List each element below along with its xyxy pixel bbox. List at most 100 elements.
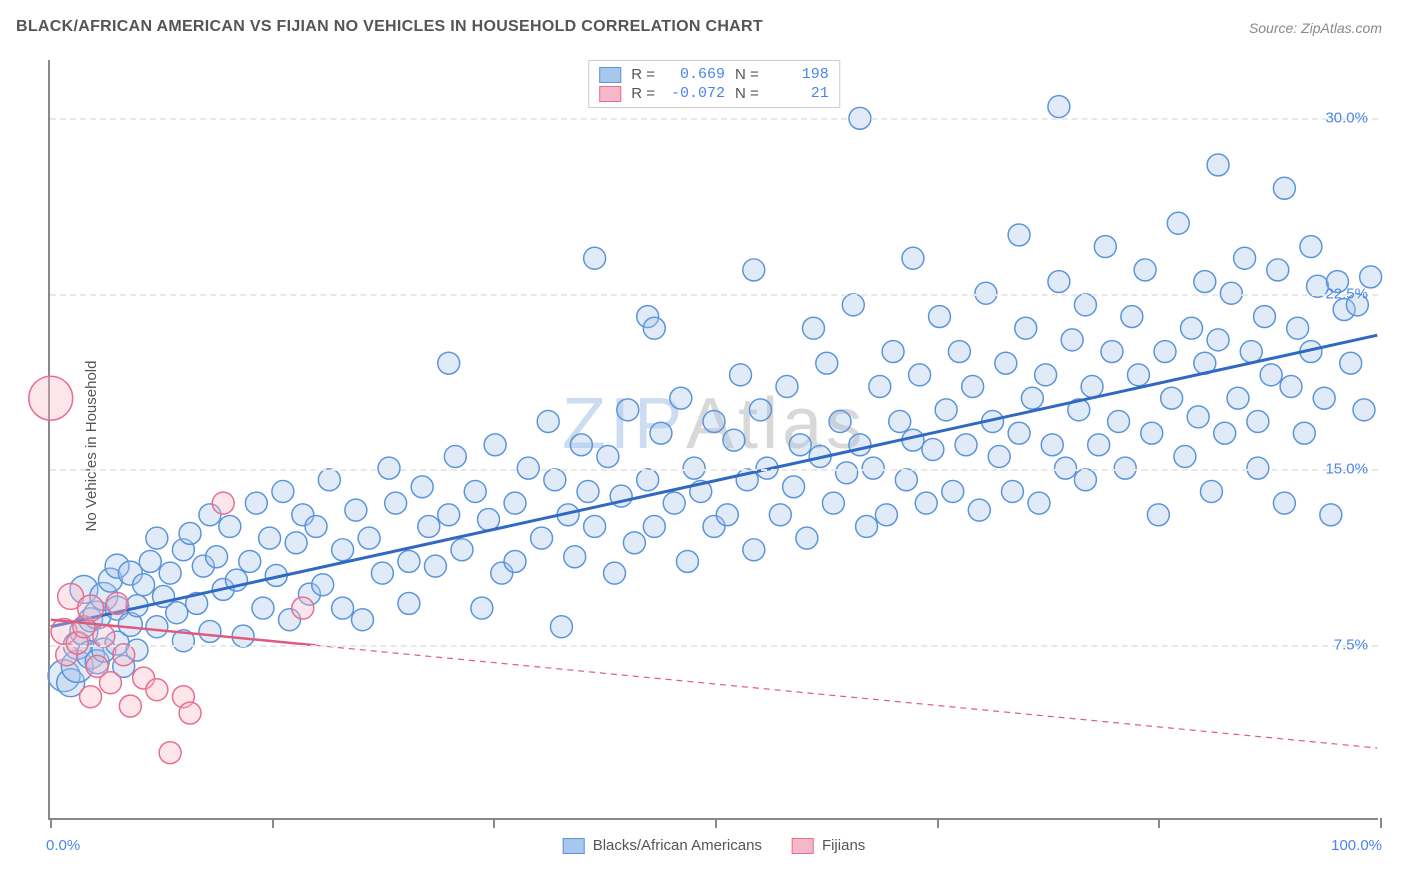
legend-item-blacks: Blacks/African Americans (563, 837, 762, 854)
scatter-point-blacks (988, 446, 1010, 468)
scatter-point-blacks (942, 481, 964, 503)
gridline-h (50, 118, 1378, 120)
scatter-point-blacks (285, 532, 307, 554)
scatter-point-blacks (769, 504, 791, 526)
scatter-point-blacks (504, 492, 526, 514)
scatter-point-blacks (1134, 259, 1156, 281)
stats-swatch-fijians (599, 86, 621, 102)
scatter-point-blacks (1207, 329, 1229, 351)
scatter-point-blacks (517, 457, 539, 479)
scatter-point-blacks (849, 434, 871, 456)
scatter-point-blacks (332, 597, 354, 619)
scatter-point-blacks (915, 492, 937, 514)
scatter-point-blacks (318, 469, 340, 491)
legend-swatch-blacks (563, 838, 585, 854)
scatter-point-blacks (1293, 422, 1315, 444)
scatter-point-blacks (133, 574, 155, 596)
scatter-point-blacks (478, 508, 500, 530)
scatter-point-blacks (345, 499, 367, 521)
scatter-point-blacks (166, 602, 188, 624)
x-tick (937, 818, 939, 828)
scatter-plot-area: ZIPAtlas R =0.669N =198R =-0.072N =21 0.… (48, 60, 1378, 820)
scatter-point-blacks (995, 352, 1017, 374)
scatter-point-blacks (1048, 96, 1070, 118)
scatter-point-blacks (438, 352, 460, 374)
x-tick (50, 818, 52, 828)
scatter-point-blacks (1227, 387, 1249, 409)
regression-line-blacks (51, 335, 1378, 627)
scatter-point-blacks (816, 352, 838, 374)
scatter-point-blacks (146, 616, 168, 638)
scatter-point-blacks (875, 504, 897, 526)
stats-row-fijians: R =-0.072N =21 (599, 84, 829, 103)
stats-r-value: 0.669 (665, 66, 725, 83)
scatter-point-blacks (1161, 387, 1183, 409)
scatter-point-fijians (29, 376, 73, 420)
scatter-point-blacks (803, 317, 825, 339)
scatter-point-blacks (1200, 481, 1222, 503)
scatter-point-blacks (1353, 399, 1375, 421)
scatter-point-blacks (902, 247, 924, 269)
scatter-point-blacks (623, 532, 645, 554)
scatter-point-blacks (1041, 434, 1063, 456)
legend-swatch-fijians (792, 838, 814, 854)
legend-label: Fijians (822, 837, 865, 854)
scatter-point-blacks (159, 562, 181, 584)
scatter-point-fijians (159, 742, 181, 764)
scatter-point-blacks (139, 550, 161, 572)
scatter-point-blacks (312, 574, 334, 596)
scatter-point-blacks (438, 504, 460, 526)
gridline-h (50, 294, 1378, 296)
legend-label: Blacks/African Americans (593, 837, 762, 854)
scatter-point-blacks (332, 539, 354, 561)
scatter-point-blacks (1088, 434, 1110, 456)
scatter-point-blacks (1021, 387, 1043, 409)
scatter-point-blacks (643, 317, 665, 339)
scatter-point-blacks (1074, 294, 1096, 316)
scatter-point-blacks (504, 550, 526, 572)
stats-n-value: 21 (769, 85, 829, 102)
scatter-point-blacks (743, 539, 765, 561)
scatter-point-blacks (1247, 457, 1269, 479)
x-axis-min-label: 0.0% (46, 837, 80, 854)
scatter-point-blacks (643, 515, 665, 537)
scatter-point-blacks (484, 434, 506, 456)
scatter-point-blacks (1108, 411, 1130, 433)
scatter-point-blacks (1061, 329, 1083, 351)
scatter-point-blacks (1094, 236, 1116, 258)
scatter-point-blacks (1174, 446, 1196, 468)
scatter-point-blacks (909, 364, 931, 386)
stats-n-label: N = (735, 85, 759, 102)
scatter-point-blacks (683, 457, 705, 479)
scatter-point-blacks (1015, 317, 1037, 339)
scatter-point-blacks (1300, 236, 1322, 258)
scatter-point-blacks (1267, 259, 1289, 281)
scatter-point-blacks (464, 481, 486, 503)
scatter-point-fijians (119, 695, 141, 717)
scatter-point-blacks (935, 399, 957, 421)
scatter-point-blacks (1028, 492, 1050, 514)
scatter-point-blacks (245, 492, 267, 514)
scatter-point-blacks (564, 546, 586, 568)
scatter-point-blacks (955, 434, 977, 456)
scatter-point-blacks (577, 481, 599, 503)
scatter-point-blacks (663, 492, 685, 514)
regression-line-extrapolated-fijians (316, 645, 1377, 748)
scatter-point-blacks (1181, 317, 1203, 339)
scatter-point-blacks (1273, 492, 1295, 514)
scatter-point-blacks (584, 515, 606, 537)
scatter-point-blacks (444, 446, 466, 468)
y-tick-label: 30.0% (1325, 110, 1368, 127)
scatter-point-blacks (471, 597, 493, 619)
scatter-point-blacks (929, 306, 951, 328)
stats-swatch-blacks (599, 67, 621, 83)
scatter-point-blacks (1048, 271, 1070, 293)
scatter-point-blacks (1121, 306, 1143, 328)
scatter-point-blacks (670, 387, 692, 409)
scatter-point-blacks (1008, 224, 1030, 246)
scatter-point-blacks (597, 446, 619, 468)
stats-row-blacks: R =0.669N =198 (599, 65, 829, 84)
scatter-point-blacks (895, 469, 917, 491)
stats-r-label: R = (631, 66, 655, 83)
scatter-point-blacks (703, 411, 725, 433)
